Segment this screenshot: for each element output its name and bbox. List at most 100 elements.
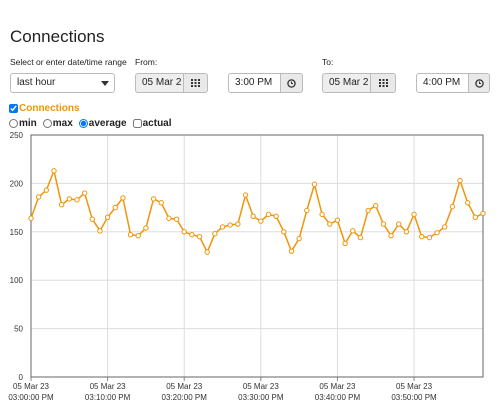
data-point bbox=[373, 202, 379, 209]
aggregation-options: min max average actual bbox=[9, 115, 178, 133]
x-tick-label: 05 Mar 23 bbox=[396, 382, 433, 391]
radio[interactable] bbox=[9, 119, 18, 128]
data-point bbox=[127, 232, 134, 238]
data-point bbox=[288, 248, 295, 254]
data-point bbox=[457, 177, 463, 184]
to-time[interactable]: 4:00 PM bbox=[416, 73, 469, 93]
from-time[interactable]: 3:00 PM bbox=[228, 73, 281, 93]
to-label: To: bbox=[322, 57, 334, 67]
data-point bbox=[265, 211, 272, 218]
option-label: max bbox=[52, 118, 73, 129]
data-point bbox=[235, 221, 241, 227]
data-point bbox=[204, 249, 210, 255]
data-point bbox=[212, 231, 218, 237]
data-point bbox=[311, 181, 318, 188]
data-point bbox=[388, 232, 394, 239]
data-point bbox=[28, 215, 34, 221]
y-tick-label: 0 bbox=[19, 373, 24, 382]
data-point bbox=[472, 214, 479, 220]
x-tick-label: 05 Mar 23 bbox=[319, 382, 356, 391]
calendar-button[interactable] bbox=[370, 73, 396, 93]
data-point bbox=[342, 240, 348, 247]
data-point bbox=[273, 213, 279, 220]
data-point bbox=[319, 211, 325, 218]
data-point bbox=[104, 214, 111, 220]
clock-icon bbox=[474, 78, 484, 88]
data-point bbox=[434, 230, 440, 236]
data-point bbox=[365, 207, 371, 214]
series-name: Connections bbox=[19, 103, 80, 114]
series-toggle: Connections bbox=[9, 100, 86, 118]
option-label: actual bbox=[142, 118, 172, 129]
x-tick-label: 03:50:00 PM bbox=[391, 393, 437, 402]
clock-button[interactable] bbox=[468, 73, 490, 93]
data-point bbox=[403, 229, 410, 235]
page-title: Connections bbox=[10, 27, 105, 46]
option[interactable]: min bbox=[9, 118, 37, 129]
data-point bbox=[464, 200, 471, 206]
checkbox[interactable] bbox=[132, 119, 142, 128]
data-point bbox=[158, 200, 164, 206]
option-label: average bbox=[88, 118, 127, 129]
data-point bbox=[173, 216, 180, 222]
x-tick-label: 03:10:00 PM bbox=[85, 393, 131, 402]
data-point bbox=[112, 204, 118, 211]
x-tick-label: 03:20:00 PM bbox=[162, 393, 208, 402]
data-point bbox=[43, 187, 50, 193]
data-point bbox=[166, 215, 172, 221]
data-point bbox=[281, 229, 287, 235]
data-point bbox=[97, 228, 103, 234]
data-point bbox=[419, 233, 425, 240]
x-tick-label: 05 Mar 23 bbox=[13, 382, 50, 391]
y-tick-label: 100 bbox=[10, 276, 24, 285]
range-value: last hour bbox=[17, 77, 56, 88]
clock-button[interactable] bbox=[280, 73, 303, 93]
y-tick-label: 150 bbox=[10, 228, 24, 237]
from-date[interactable]: 05 Mar 2 bbox=[135, 73, 184, 93]
data-point bbox=[58, 201, 65, 208]
calendar-icon bbox=[378, 79, 388, 87]
data-point bbox=[35, 194, 42, 200]
data-point bbox=[89, 216, 95, 222]
data-point bbox=[411, 211, 417, 218]
data-point bbox=[396, 221, 402, 227]
to-date[interactable]: 05 Mar 2 bbox=[322, 73, 371, 93]
data-point bbox=[441, 224, 448, 230]
option[interactable]: average bbox=[78, 118, 127, 129]
x-tick-label: 03:00:00 PM bbox=[8, 393, 54, 402]
data-point bbox=[219, 224, 226, 230]
data-point bbox=[66, 196, 73, 202]
data-point bbox=[150, 196, 157, 202]
range-select[interactable]: last hour bbox=[10, 73, 115, 93]
range-label: Select or enter date/time range bbox=[10, 57, 127, 67]
data-point bbox=[304, 207, 310, 214]
calendar-button[interactable] bbox=[183, 73, 208, 93]
data-point bbox=[74, 197, 80, 203]
data-point bbox=[296, 235, 302, 242]
data-point bbox=[227, 222, 233, 228]
data-point bbox=[334, 217, 341, 223]
data-point bbox=[135, 232, 141, 239]
dropdown-arrow bbox=[101, 81, 109, 86]
data-point bbox=[327, 221, 333, 227]
data-point bbox=[242, 192, 249, 198]
data-point bbox=[258, 218, 264, 224]
checkbox[interactable] bbox=[9, 104, 18, 113]
option[interactable]: actual bbox=[132, 118, 172, 129]
data-point bbox=[181, 229, 187, 235]
data-point bbox=[357, 234, 364, 241]
radio[interactable] bbox=[42, 119, 52, 128]
option[interactable]: max bbox=[42, 118, 73, 129]
x-tick-label: 03:40:00 PM bbox=[315, 393, 361, 402]
option-label: min bbox=[19, 118, 37, 129]
clock-icon bbox=[287, 78, 296, 88]
data-point bbox=[120, 195, 126, 201]
y-tick-label: 250 bbox=[10, 131, 24, 140]
data-point bbox=[250, 213, 256, 220]
series-checkbox[interactable]: Connections bbox=[9, 103, 80, 114]
radio[interactable] bbox=[78, 119, 88, 128]
data-point bbox=[480, 210, 486, 217]
plot-frame bbox=[30, 134, 484, 378]
x-tick-label: 05 Mar 23 bbox=[90, 382, 127, 391]
